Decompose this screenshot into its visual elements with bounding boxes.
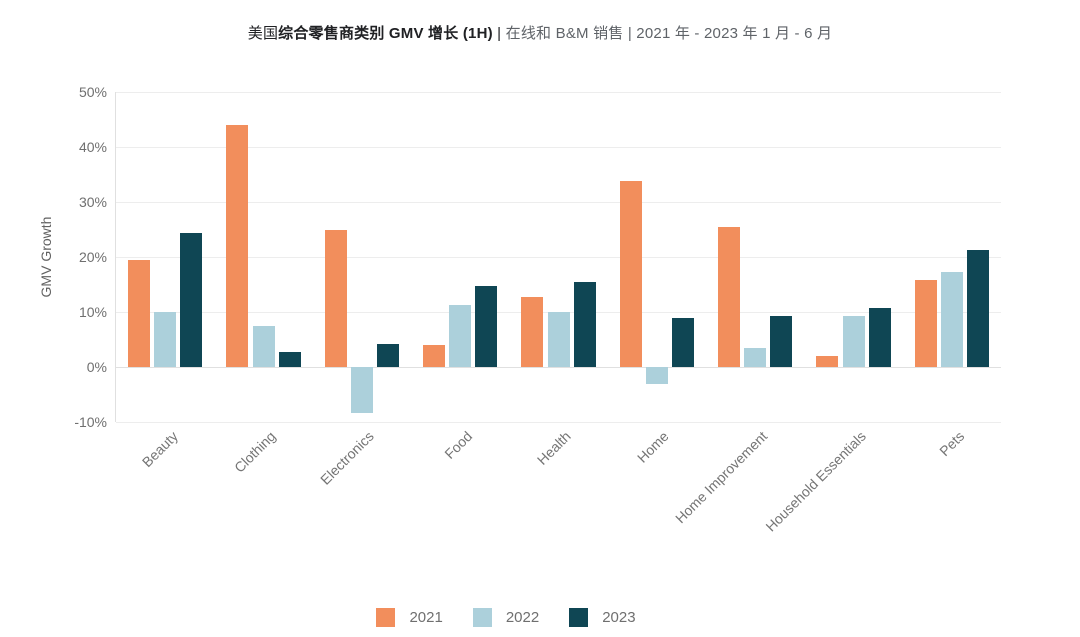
x-axis-labels: Beauty Clothing Electronics Food Health Home H… bbox=[115, 428, 1000, 578]
gridline-50% bbox=[116, 92, 1001, 93]
x-axis-label-electronics: Electronics bbox=[317, 428, 378, 488]
legend-swatch-2022 bbox=[472, 608, 492, 627]
bar-2022-clothing bbox=[252, 325, 275, 367]
legend-swatch-2023 bbox=[569, 608, 589, 627]
bar-2022-electronics bbox=[350, 367, 373, 413]
bar-2021-health bbox=[521, 297, 544, 367]
bar-2021-pets bbox=[914, 279, 937, 367]
chart-title-bold: 综合零售商类别 GMV 增长 (1H) bbox=[278, 25, 493, 42]
legend-swatch-2021 bbox=[376, 608, 396, 627]
bar-2023-health bbox=[573, 281, 596, 367]
legend: 2021 2022 2023 bbox=[0, 608, 1012, 627]
x-axis-label-beauty: Beauty bbox=[138, 428, 181, 471]
bar-2021-household-essentials bbox=[816, 356, 839, 367]
bar-2022-beauty bbox=[154, 312, 177, 367]
x-axis-label-food: Food bbox=[441, 428, 476, 462]
bar-2023-electronics bbox=[377, 343, 400, 367]
gridline-20% bbox=[116, 257, 1001, 258]
bar-2021-beauty bbox=[127, 259, 150, 367]
bar-2022-household-essentials bbox=[842, 315, 865, 367]
bar-2022-home-improvement bbox=[744, 347, 767, 367]
y-tick-label: 0% bbox=[86, 359, 107, 375]
bar-2022-health bbox=[547, 312, 570, 367]
chart-title-separator: | bbox=[492, 25, 506, 42]
y-tick-label: 40% bbox=[78, 139, 107, 155]
legend-item-2021: 2021 bbox=[376, 608, 443, 627]
bar-2021-electronics bbox=[324, 229, 347, 367]
y-tick-label: 30% bbox=[78, 194, 107, 210]
x-axis-label-health: Health bbox=[533, 428, 574, 468]
bar-2023-home bbox=[672, 317, 695, 367]
bar-2021-home-improvement bbox=[717, 227, 740, 367]
x-axis-label-home-improvement: Home Improvement bbox=[672, 428, 771, 527]
bar-2023-beauty bbox=[180, 233, 203, 367]
legend-label-2022: 2022 bbox=[505, 609, 540, 626]
y-tick-label: 50% bbox=[78, 84, 107, 100]
gridline-0% bbox=[116, 367, 1001, 368]
bar-2022-home bbox=[645, 367, 668, 384]
bar-2023-pets bbox=[967, 249, 990, 367]
y-tick-label: 10% bbox=[78, 304, 107, 320]
bar-2022-pets bbox=[940, 271, 963, 367]
x-axis-label-home: Home bbox=[634, 428, 673, 466]
legend-item-2023: 2023 bbox=[569, 608, 636, 627]
chart-title: 美国综合零售商类别 GMV 增长 (1H) | 在线和 B&M 销售 | 202… bbox=[0, 22, 1080, 43]
bar-2023-clothing bbox=[278, 351, 301, 367]
bar-2023-food bbox=[475, 285, 498, 367]
y-tick-label: -10% bbox=[74, 414, 107, 430]
bar-2021-clothing bbox=[226, 125, 249, 367]
bar-2023-home-improvement bbox=[770, 316, 793, 367]
gridline-40% bbox=[116, 147, 1001, 148]
gridline--10% bbox=[116, 422, 1001, 423]
bar-2023-household-essentials bbox=[868, 307, 891, 367]
x-axis-label-clothing: Clothing bbox=[231, 428, 279, 476]
bar-2022-food bbox=[449, 304, 472, 367]
legend-item-2022: 2022 bbox=[472, 608, 540, 627]
legend-label-2021: 2021 bbox=[409, 609, 443, 626]
chart-title-prefix: 美国 bbox=[247, 25, 279, 42]
legend-label-2023: 2023 bbox=[602, 609, 636, 626]
gridline-30% bbox=[116, 202, 1001, 203]
bar-2021-home bbox=[619, 181, 642, 367]
bar-2021-food bbox=[422, 345, 445, 367]
x-axis-label-pets: Pets bbox=[936, 428, 968, 460]
x-axis-label-household-essentials: Household Essentials bbox=[762, 428, 869, 535]
chart-subtitle: 在线和 B&M 销售 | 2021 年 - 2023 年 1 月 - 6 月 bbox=[505, 25, 833, 42]
plot-area bbox=[115, 92, 1001, 423]
y-tick-label: 20% bbox=[78, 249, 107, 265]
